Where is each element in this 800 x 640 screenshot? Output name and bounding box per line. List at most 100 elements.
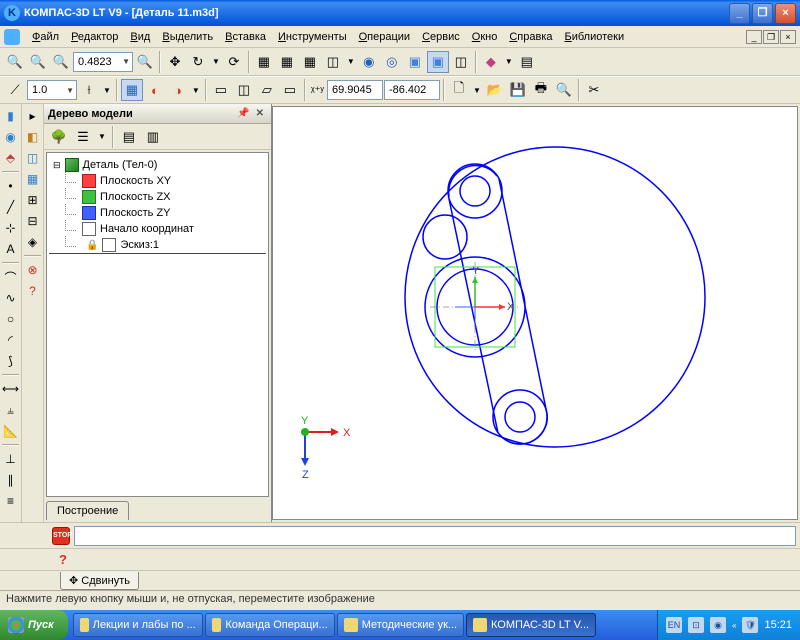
- task-button[interactable]: Методические ук...: [337, 613, 464, 637]
- pan-icon[interactable]: ✥: [164, 51, 186, 73]
- rotate-icon[interactable]: ↻: [187, 51, 209, 73]
- menu-Справка[interactable]: Справка: [503, 29, 558, 45]
- open-icon[interactable]: 📂: [484, 79, 506, 101]
- vt-axis[interactable]: ⊹: [1, 218, 21, 238]
- tree-t2[interactable]: ☰: [72, 126, 94, 148]
- model-tree[interactable]: ⊟ Деталь (Тел-0) Плоскость XY Плоскость …: [46, 152, 269, 497]
- viewport[interactable]: XYXZY: [272, 106, 798, 520]
- pin-icon[interactable]: 📌: [234, 108, 252, 119]
- menu-Операции[interactable]: Операции: [353, 29, 416, 45]
- layer1[interactable]: ▭: [210, 79, 232, 101]
- scale-icon[interactable]: ⟋: [4, 79, 26, 101]
- menu-Вставка[interactable]: Вставка: [219, 29, 272, 45]
- task-button[interactable]: Команда Операци...: [205, 613, 335, 637]
- tray-2[interactable]: ◉: [710, 617, 726, 633]
- zoom-btn[interactable]: 🔍: [134, 51, 156, 73]
- new-icon[interactable]: 🗋: [448, 79, 470, 101]
- close-button[interactable]: ×: [775, 3, 796, 24]
- refresh-icon[interactable]: ⟳: [223, 51, 245, 73]
- menu-Библиотеки[interactable]: Библиотеки: [559, 29, 631, 45]
- vt2-2[interactable]: ◧: [23, 127, 43, 147]
- menu-Выделить[interactable]: Выделить: [156, 29, 219, 45]
- tree-close-icon[interactable]: ✕: [253, 108, 267, 119]
- tree-t1[interactable]: 🌳: [48, 126, 70, 148]
- vt-measure[interactable]: 📐: [1, 421, 21, 441]
- menu-Сервис[interactable]: Сервис: [416, 29, 466, 45]
- clock[interactable]: 15:21: [764, 619, 792, 631]
- vt-fillet[interactable]: ⌒: [1, 267, 21, 287]
- snap1-icon[interactable]: ◐: [144, 79, 166, 101]
- print-icon[interactable]: 🖶: [530, 79, 552, 101]
- shade-icon[interactable]: ▣: [404, 51, 426, 73]
- tree-sketch[interactable]: 🔒 Эскиз:1: [49, 237, 266, 254]
- task-button[interactable]: Лекции и лабы по ...: [73, 613, 203, 637]
- minimize-button[interactable]: _: [729, 3, 750, 24]
- menu-Окно[interactable]: Окно: [466, 29, 504, 45]
- task-button[interactable]: КОМПАС-3D LT V...: [466, 613, 596, 637]
- shade2-icon[interactable]: ▣: [427, 51, 449, 73]
- mdi-restore[interactable]: ❐: [763, 30, 779, 44]
- menu-Инструменты[interactable]: Инструменты: [272, 29, 353, 45]
- zoom-in-icon[interactable]: 🔍: [4, 51, 26, 73]
- view-3[interactable]: ▦: [299, 51, 321, 73]
- layer4[interactable]: ▭: [279, 79, 301, 101]
- layer2[interactable]: ◫: [233, 79, 255, 101]
- tree-t4[interactable]: ▥: [142, 126, 164, 148]
- vt-constr3[interactable]: ≡: [1, 491, 21, 511]
- view-4[interactable]: ◫: [322, 51, 344, 73]
- snap2-icon[interactable]: ◑: [167, 79, 189, 101]
- lang-icon[interactable]: EN: [666, 617, 682, 633]
- vt2-1[interactable]: ▸: [23, 106, 43, 126]
- vt-circle[interactable]: ○: [1, 309, 21, 329]
- menu-Редактор[interactable]: Редактор: [65, 29, 124, 45]
- scale-combo[interactable]: 1.0: [27, 80, 77, 100]
- move-tag[interactable]: ✥ Сдвинуть: [60, 572, 139, 590]
- save-icon[interactable]: 💾: [507, 79, 529, 101]
- color-icon[interactable]: ◆: [480, 51, 502, 73]
- help-icon[interactable]: ?: [52, 549, 74, 571]
- command-field[interactable]: [74, 526, 796, 546]
- mdi-close[interactable]: ×: [780, 30, 796, 44]
- vt-line[interactable]: ╱: [1, 197, 21, 217]
- tree-origin[interactable]: Начало координат: [49, 221, 266, 237]
- stop-icon[interactable]: STOP: [52, 527, 70, 545]
- zoom-combo[interactable]: 0.4823: [73, 52, 133, 72]
- vt2-7[interactable]: ◈: [23, 232, 43, 252]
- vt-curve[interactable]: ⟆: [1, 351, 21, 371]
- rotate-drop[interactable]: ▼: [210, 57, 222, 66]
- vt2-5[interactable]: ⊞: [23, 190, 43, 210]
- vt2-6[interactable]: ⊟: [23, 211, 43, 231]
- grid-icon[interactable]: ▦: [121, 79, 143, 101]
- vt2-help[interactable]: ?: [23, 281, 43, 301]
- mdi-min[interactable]: _: [746, 30, 762, 44]
- vt-text[interactable]: A: [1, 239, 21, 259]
- vt-constr1[interactable]: ⊥: [1, 449, 21, 469]
- vt2-stop[interactable]: ⊗: [23, 260, 43, 280]
- zoom-out-icon[interactable]: 🔍: [27, 51, 49, 73]
- build-tab[interactable]: Построение: [46, 501, 129, 520]
- vt2-3[interactable]: ◫: [23, 148, 43, 168]
- vt-spline[interactable]: ∿: [1, 288, 21, 308]
- persp-icon[interactable]: ◫: [450, 51, 472, 73]
- wire-icon[interactable]: ◉: [358, 51, 380, 73]
- coord-y[interactable]: -86.402: [384, 80, 440, 100]
- step-icon[interactable]: ⟊: [78, 79, 100, 101]
- start-button[interactable]: Пуск: [0, 610, 68, 640]
- menu-Вид[interactable]: Вид: [124, 29, 156, 45]
- vt-extrude[interactable]: ▮: [1, 106, 21, 126]
- vt-arc[interactable]: ◜: [1, 330, 21, 350]
- cut-icon[interactable]: ✂: [583, 79, 605, 101]
- zoom-fit-icon[interactable]: 🔍: [50, 51, 72, 73]
- view-1[interactable]: ▦: [253, 51, 275, 73]
- vt-point[interactable]: •: [1, 176, 21, 196]
- vt-dim2[interactable]: ⫨: [1, 400, 21, 420]
- tree-root[interactable]: ⊟ Деталь (Тел-0): [49, 157, 266, 173]
- maximize-button[interactable]: ❐: [752, 3, 773, 24]
- preview-icon[interactable]: 🔍: [553, 79, 575, 101]
- view-2[interactable]: ▦: [276, 51, 298, 73]
- layer3[interactable]: ▱: [256, 79, 278, 101]
- section-icon[interactable]: ▤: [516, 51, 538, 73]
- vt-cut[interactable]: ⬘: [1, 148, 21, 168]
- coord-x[interactable]: 69.9045: [327, 80, 383, 100]
- tree-plane-zx[interactable]: Плоскость ZX: [49, 189, 266, 205]
